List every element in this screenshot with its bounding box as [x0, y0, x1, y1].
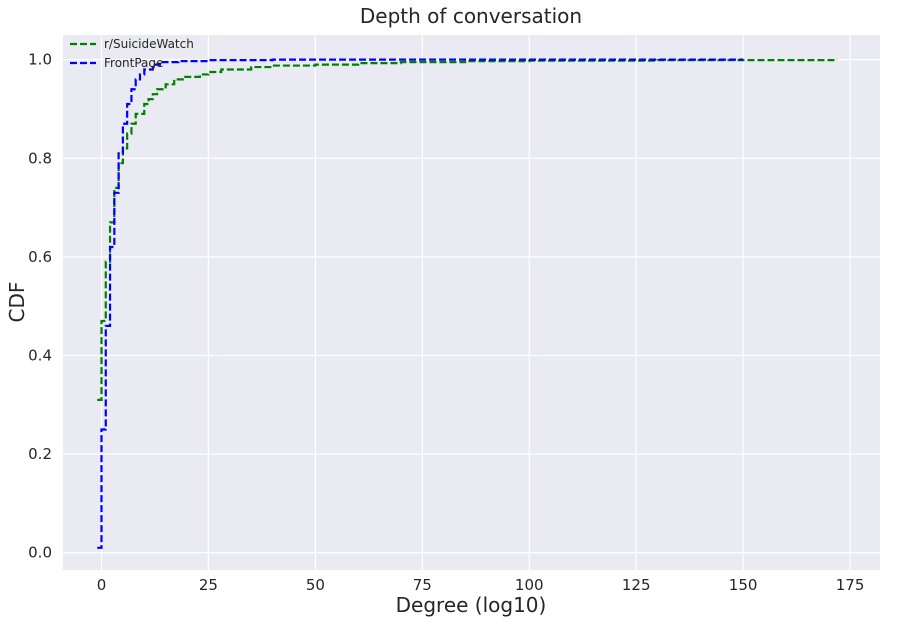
y-tick-label: 0.6: [28, 248, 52, 266]
y-tick-label: 0.8: [28, 149, 52, 167]
x-tick-label: 50: [306, 576, 325, 594]
x-gridlines: [100, 35, 851, 570]
y-tick-label: 0.0: [28, 544, 52, 562]
y-tick-label: 0.4: [28, 347, 52, 365]
y-tick-labels: 0.0 0.2 0.4 0.6 0.8 1.0: [28, 51, 52, 562]
x-tick-label: 0: [97, 576, 107, 594]
x-tick-label: 150: [729, 576, 758, 594]
chart-title: Depth of conversation: [360, 4, 582, 28]
plot-background: [63, 35, 880, 570]
x-tick-label: 175: [836, 576, 865, 594]
y-tick-label: 0.2: [28, 445, 52, 463]
series-layer: [97, 58, 839, 549]
y-axis-label: CDF: [5, 282, 29, 323]
legend-label: FrontPage: [104, 56, 163, 70]
legend-label: r/SuicideWatch: [104, 37, 194, 51]
x-tick-label: 125: [622, 576, 651, 594]
series-line-r-suicidewatch: [97, 59, 839, 401]
x-axis-label: Degree (log10): [396, 593, 547, 617]
y-tick-label: 1.0: [28, 51, 52, 69]
x-tick-label: 25: [199, 576, 218, 594]
x-tick-label: 75: [413, 576, 432, 594]
x-tick-labels: 0 25 50 75 100 125 150 175: [97, 576, 865, 594]
legend: r/SuicideWatch FrontPage: [70, 37, 194, 70]
x-tick-label: 100: [515, 576, 544, 594]
series-line-frontpage: [97, 58, 744, 549]
